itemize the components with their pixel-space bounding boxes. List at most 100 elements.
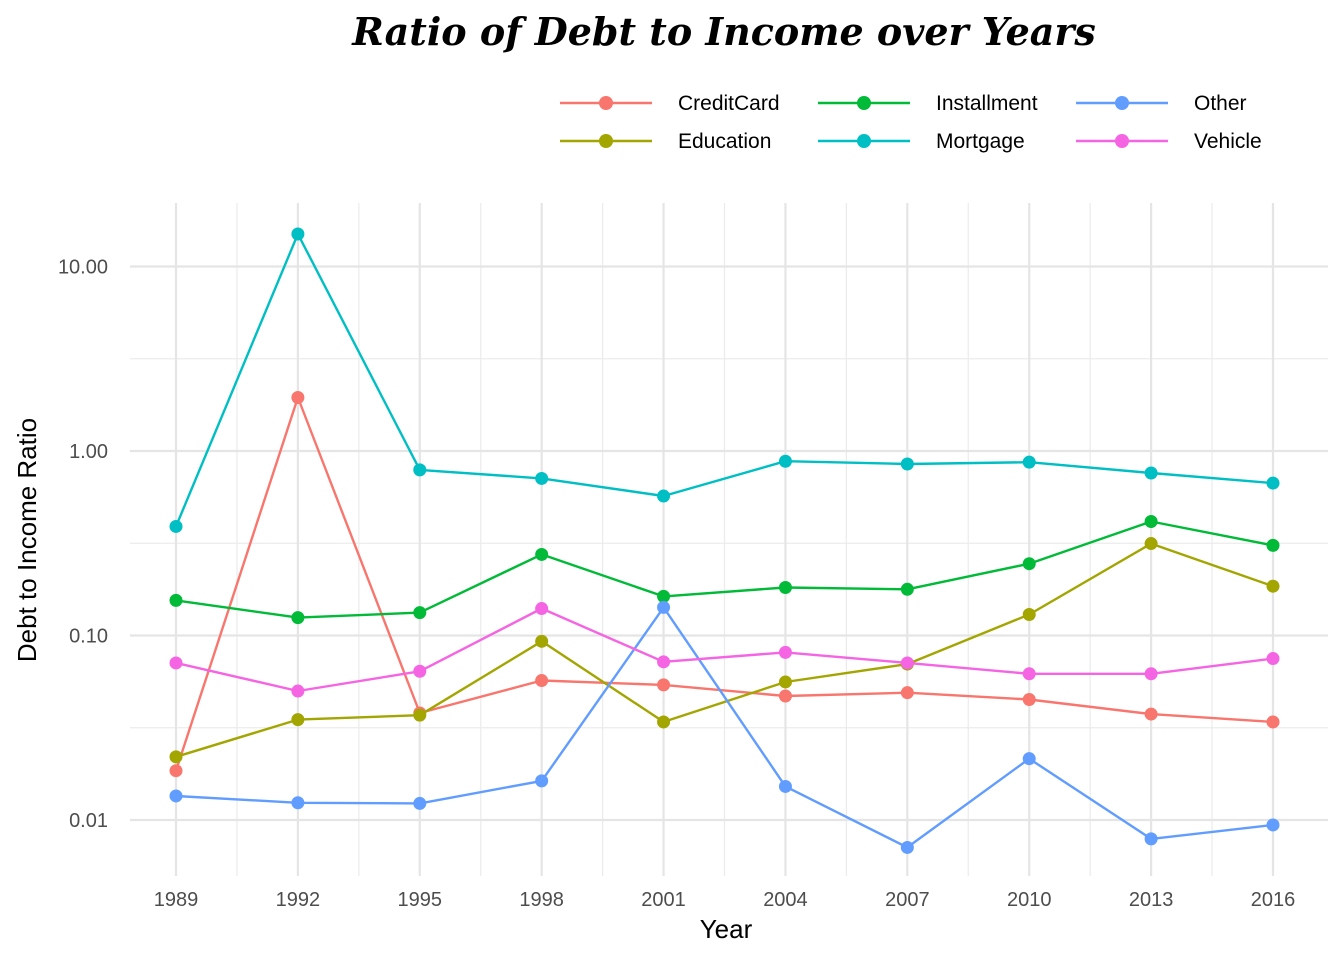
- series-line-mortgage: [174, 232, 1274, 527]
- y-axis-ticks: 0.01 0.10 1.00 10.00: [58, 257, 108, 833]
- data-point-creditcard: [1266, 715, 1280, 729]
- data-point-installment: [657, 589, 671, 603]
- data-point-mortgage: [900, 457, 914, 471]
- data-point-installment: [291, 611, 305, 625]
- data-point-other: [1022, 752, 1036, 766]
- y-tick-label: 10.00: [58, 257, 108, 279]
- legend-item-other: Other: [1076, 92, 1247, 115]
- legend-label: Mortgage: [936, 130, 1025, 153]
- data-point-installment: [1144, 514, 1158, 528]
- data-point-installment: [413, 606, 427, 620]
- legend-label: Education: [678, 130, 771, 153]
- data-point-education: [413, 708, 427, 722]
- data-point-other: [1144, 832, 1158, 846]
- series-line-installment: [175, 520, 1274, 619]
- series-line-other: [175, 606, 1274, 849]
- data-point-education: [1144, 537, 1158, 551]
- data-point-mortgage: [291, 227, 305, 241]
- x-tick-label: 2010: [1007, 889, 1052, 911]
- data-point-other: [657, 600, 671, 614]
- series-vehicle: [169, 602, 1280, 698]
- x-axis-title: Year: [700, 914, 753, 944]
- data-point-vehicle: [169, 656, 183, 670]
- data-point-creditcard: [535, 674, 549, 688]
- y-tick-label: 0.01: [69, 810, 108, 832]
- data-point-mortgage: [1266, 476, 1280, 490]
- data-point-other: [169, 789, 183, 803]
- data-point-education: [1022, 607, 1036, 621]
- data-point-vehicle: [900, 656, 914, 670]
- x-tick-label: 2016: [1251, 889, 1296, 911]
- data-point-mortgage: [169, 519, 183, 533]
- data-point-vehicle: [1144, 667, 1158, 681]
- data-point-vehicle: [291, 684, 305, 698]
- legend-item-creditcard: CreditCard: [560, 92, 780, 115]
- series-line-education: [175, 542, 1274, 758]
- data-point-installment: [778, 581, 792, 595]
- data-point-other: [778, 779, 792, 793]
- legend-key-point: [857, 96, 871, 110]
- y-axis-title: Debt to Income Ratio: [12, 418, 42, 662]
- data-point-creditcard: [1022, 692, 1036, 706]
- data-point-education: [535, 634, 549, 648]
- data-point-installment: [1266, 538, 1280, 552]
- legend-label: CreditCard: [678, 92, 780, 115]
- data-point-creditcard: [900, 686, 914, 700]
- data-point-other: [535, 774, 549, 788]
- data-point-vehicle: [535, 602, 549, 616]
- data-point-installment: [900, 582, 914, 596]
- data-point-creditcard: [169, 764, 183, 778]
- data-point-mortgage: [535, 471, 549, 485]
- data-point-mortgage: [1022, 455, 1036, 469]
- series-other: [169, 600, 1280, 854]
- legend-label: Other: [1194, 92, 1247, 115]
- data-point-mortgage: [413, 463, 427, 477]
- data-point-education: [291, 713, 305, 727]
- x-tick-label: 2013: [1129, 889, 1174, 911]
- legend-label: Installment: [936, 92, 1038, 115]
- x-tick-label: 2004: [763, 889, 808, 911]
- series-layer: [169, 227, 1280, 854]
- legend-key-point: [1115, 96, 1129, 110]
- x-tick-label: 1998: [519, 889, 564, 911]
- data-point-mortgage: [778, 454, 792, 468]
- data-point-vehicle: [1266, 652, 1280, 666]
- legend-item-mortgage: Mortgage: [818, 130, 1025, 153]
- legend-key-point: [1115, 134, 1129, 148]
- legend-key-point: [599, 96, 613, 110]
- x-tick-label: 1989: [154, 889, 199, 911]
- legend-key-point: [599, 134, 613, 148]
- data-point-vehicle: [657, 655, 671, 669]
- data-point-education: [778, 675, 792, 689]
- x-tick-label: 2001: [641, 889, 686, 911]
- data-point-vehicle: [1022, 667, 1036, 681]
- series-line-vehicle: [175, 607, 1274, 693]
- data-point-installment: [1022, 557, 1036, 571]
- x-tick-label: 1992: [276, 889, 321, 911]
- data-point-creditcard: [778, 689, 792, 703]
- data-point-other: [413, 796, 427, 810]
- legend-item-installment: Installment: [818, 92, 1038, 115]
- chart-title: Ratio of Debt to Income over Years: [351, 9, 1096, 54]
- legend-key-point: [857, 134, 871, 148]
- data-point-vehicle: [413, 664, 427, 678]
- data-point-education: [1266, 579, 1280, 593]
- data-point-vehicle: [778, 645, 792, 659]
- data-point-mortgage: [657, 489, 671, 503]
- x-axis-ticks: 1989 1992 1995 1998 2001 2004 2007 2010 2013 2016: [154, 889, 1296, 911]
- data-point-creditcard: [657, 678, 671, 692]
- data-point-other: [291, 796, 305, 810]
- data-point-creditcard: [1144, 707, 1158, 721]
- data-point-mortgage: [1144, 466, 1158, 480]
- legend-label: Vehicle: [1194, 130, 1262, 153]
- x-tick-label: 1995: [398, 889, 443, 911]
- data-point-education: [169, 750, 183, 764]
- x-tick-label: 2007: [885, 889, 930, 911]
- data-point-other: [900, 840, 914, 854]
- legend-item-vehicle: Vehicle: [1076, 130, 1262, 153]
- y-tick-label: 0.10: [69, 626, 108, 648]
- y-tick-label: 1.00: [69, 441, 108, 463]
- data-point-other: [1266, 818, 1280, 832]
